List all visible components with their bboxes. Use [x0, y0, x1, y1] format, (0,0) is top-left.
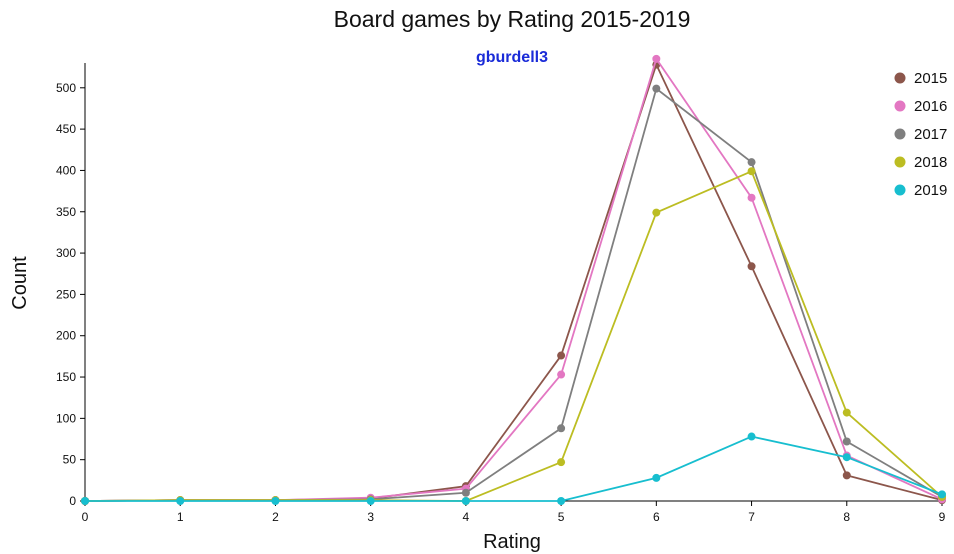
series-2016: [81, 54, 946, 505]
chart-subtitle: gburdell3: [476, 49, 548, 66]
x-tick-label: 4: [463, 510, 470, 524]
data-point-2019: [557, 497, 566, 505]
data-point-2016: [652, 54, 661, 63]
legend-marker: [894, 128, 906, 140]
data-point-2019: [842, 453, 851, 462]
data-point-2017: [842, 437, 851, 446]
data-point-2018: [652, 208, 661, 217]
data-point-2018: [747, 167, 756, 176]
legend-item-2016: 2016: [894, 98, 947, 115]
data-point-2017: [557, 424, 566, 433]
data-point-2018: [842, 408, 851, 417]
series-2019: [81, 432, 946, 505]
series-2018: [81, 167, 946, 505]
legend-marker: [894, 184, 906, 196]
data-point-2019: [461, 497, 470, 505]
data-point-2015: [747, 262, 756, 271]
x-tick-label: 2: [272, 510, 279, 524]
y-tick-label: 200: [56, 329, 76, 343]
data-point-2019: [747, 432, 756, 441]
y-tick-label: 450: [56, 122, 76, 136]
y-tick-label: 250: [56, 287, 76, 301]
x-tick-label: 3: [367, 510, 374, 524]
data-point-2019: [176, 497, 185, 505]
legend-label: 2015: [914, 70, 947, 87]
series-2015: [81, 60, 946, 505]
data-point-2019: [938, 490, 946, 499]
data-point-2019: [271, 497, 280, 505]
data-point-2019: [81, 497, 89, 505]
y-tick-label: 350: [56, 205, 76, 219]
y-tick-label: 300: [56, 246, 76, 260]
series-line-2015: [84, 62, 943, 502]
data-point-2015: [557, 351, 566, 360]
data-point-2017: [747, 158, 756, 167]
chart-title: Board games by Rating 2015-2019: [334, 6, 691, 32]
legend-marker: [894, 156, 906, 168]
x-axis-label: Rating: [483, 531, 541, 553]
legend: 2015 2016 2017 2018 2019: [894, 70, 947, 199]
data-point-2019: [366, 497, 375, 505]
series-line-2016: [84, 56, 943, 502]
y-tick-label: 400: [56, 163, 76, 177]
data-point-2015: [842, 471, 851, 480]
legend-marker: [894, 100, 906, 112]
x-tick-label: 6: [653, 510, 660, 524]
y-tick-label: 0: [69, 494, 76, 508]
legend-item-2019: 2019: [894, 182, 947, 199]
legend-item-2015: 2015: [894, 70, 947, 87]
series-line-2018: [84, 170, 943, 502]
x-tick-label: 0: [82, 510, 89, 524]
data-point-2019: [652, 473, 661, 482]
x-tick-label: 8: [843, 510, 850, 524]
x-tick-label: 7: [748, 510, 755, 524]
legend-label: 2016: [914, 98, 947, 115]
axes: 0 1 2 3 4 5 6 7 8 9 0 50 100 150 200 250 300 350 400 450 500: [56, 63, 946, 524]
legend-label: 2018: [914, 154, 947, 171]
y-tick-label: 500: [56, 81, 76, 95]
legend-item-2018: 2018: [894, 154, 947, 171]
legend-label: 2017: [914, 126, 947, 143]
x-tick-label: 9: [939, 510, 946, 524]
y-tick-label: 100: [56, 411, 76, 425]
legend-marker: [894, 72, 906, 84]
data-point-2016: [557, 370, 566, 379]
legend-label: 2019: [914, 182, 947, 199]
x-tick-label: 5: [558, 510, 565, 524]
series-2017: [81, 84, 946, 505]
series-line-2017: [84, 87, 943, 502]
x-tick-label: 1: [177, 510, 184, 524]
series-layer: [81, 54, 946, 505]
y-tick-label: 50: [63, 453, 77, 467]
data-point-2016: [747, 193, 756, 202]
data-point-2018: [557, 458, 566, 467]
legend-item-2017: 2017: [894, 126, 947, 143]
data-point-2017: [652, 84, 661, 93]
y-axis-label: Count: [9, 256, 31, 310]
data-point-2017: [461, 488, 470, 497]
y-tick-label: 150: [56, 370, 76, 384]
series-line-2019: [85, 435, 943, 502]
